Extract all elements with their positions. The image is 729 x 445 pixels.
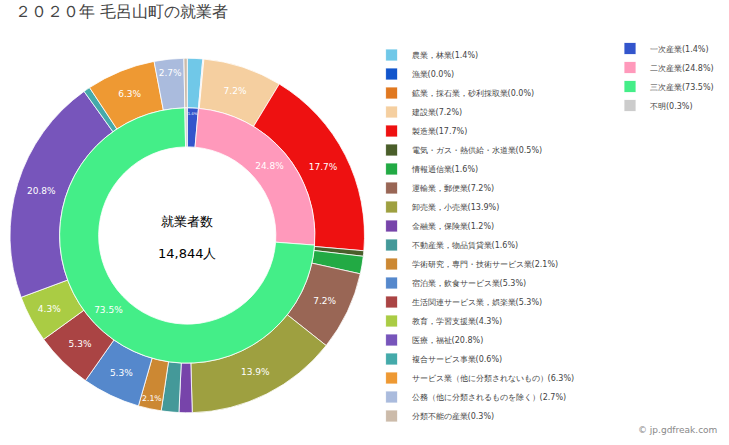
svg-text:不動産業，物品賃貸業(1.6%): 不動産業，物品賃貸業(1.6%): [412, 241, 519, 250]
svg-text:4.3%: 4.3%: [38, 304, 61, 314]
svg-text:医療，福祉(20.8%): 医療，福祉(20.8%): [412, 336, 484, 345]
svg-text:運輸業，郵便業(7.2%): 運輸業，郵便業(7.2%): [412, 184, 495, 193]
svg-text:建設業(7.2%): 建設業(7.2%): [411, 108, 463, 117]
svg-text:7.2%: 7.2%: [313, 296, 336, 306]
svg-text:金融業，保険業(1.2%): 金融業，保険業(1.2%): [412, 222, 495, 231]
svg-text:漁業(0.0%): 漁業(0.0%): [412, 70, 455, 79]
svg-text:2.7%: 2.7%: [159, 68, 182, 78]
svg-text:製造業(17.7%): 製造業(17.7%): [412, 127, 468, 136]
svg-text:24.8%: 24.8%: [255, 161, 284, 171]
svg-text:就業者数: 就業者数: [161, 214, 213, 229]
svg-text:サービス業（他に分類されないもの）(6.3%): サービス業（他に分類されないもの）(6.3%): [412, 374, 575, 383]
svg-text:5.3%: 5.3%: [69, 339, 92, 349]
svg-text:情報通信業(1.6%): 情報通信業(1.6%): [411, 165, 479, 174]
svg-text:73.5%: 73.5%: [94, 305, 123, 315]
svg-text:分類不能の産業(0.3%): 分類不能の産業(0.3%): [412, 412, 495, 421]
svg-text:5.3%: 5.3%: [110, 368, 133, 378]
svg-text:公務（他に分類されるものを除く）(2.7%): 公務（他に分類されるものを除く）(2.7%): [412, 393, 567, 402]
svg-text:2.1%: 2.1%: [142, 394, 162, 403]
svg-text:複合サービス事業(0.6%): 複合サービス事業(0.6%): [412, 355, 503, 364]
svg-text:1.4%: 1.4%: [188, 111, 198, 116]
svg-text:17.7%: 17.7%: [309, 162, 338, 172]
svg-text:© jp.gdfreak.com: © jp.gdfreak.com: [638, 425, 717, 435]
svg-text:生活関連サービス業，娯楽業(5.3%): 生活関連サービス業，娯楽業(5.3%): [412, 298, 543, 307]
svg-text:13.9%: 13.9%: [241, 367, 270, 377]
svg-text:一次産業(1.4%): 一次産業(1.4%): [650, 45, 709, 54]
svg-text:宿泊業，飲食サービス業(5.3%): 宿泊業，飲食サービス業(5.3%): [412, 279, 527, 288]
svg-text:電気・ガス・熱供給・水道業(0.5%): 電気・ガス・熱供給・水道業(0.5%): [412, 146, 543, 155]
svg-text:6.3%: 6.3%: [118, 89, 141, 99]
svg-text:二次産業(24.8%): 二次産業(24.8%): [650, 64, 714, 73]
svg-text:学術研究，専門・技術サービス業(2.1%): 学術研究，専門・技術サービス業(2.1%): [412, 260, 559, 269]
svg-text:14,844人: 14,844人: [158, 246, 217, 261]
svg-text:7.2%: 7.2%: [224, 86, 247, 96]
svg-text:三次産業(73.5%): 三次産業(73.5%): [650, 83, 714, 92]
svg-text:卸売業，小売業(13.9%): 卸売業，小売業(13.9%): [412, 203, 500, 212]
svg-text:20.8%: 20.8%: [27, 186, 56, 196]
svg-text:不明(0.3%): 不明(0.3%): [650, 102, 693, 111]
svg-text:鉱業，採石業，砂利採取業(0.0%): 鉱業，採石業，砂利採取業(0.0%): [412, 89, 535, 98]
svg-text:教育，学習支援業(4.3%): 教育，学習支援業(4.3%): [412, 317, 503, 326]
svg-text:２０２０年 毛呂山町の就業者: ２０２０年 毛呂山町の就業者: [15, 2, 228, 21]
svg-text:農業，林業(1.4%): 農業，林業(1.4%): [412, 51, 479, 60]
